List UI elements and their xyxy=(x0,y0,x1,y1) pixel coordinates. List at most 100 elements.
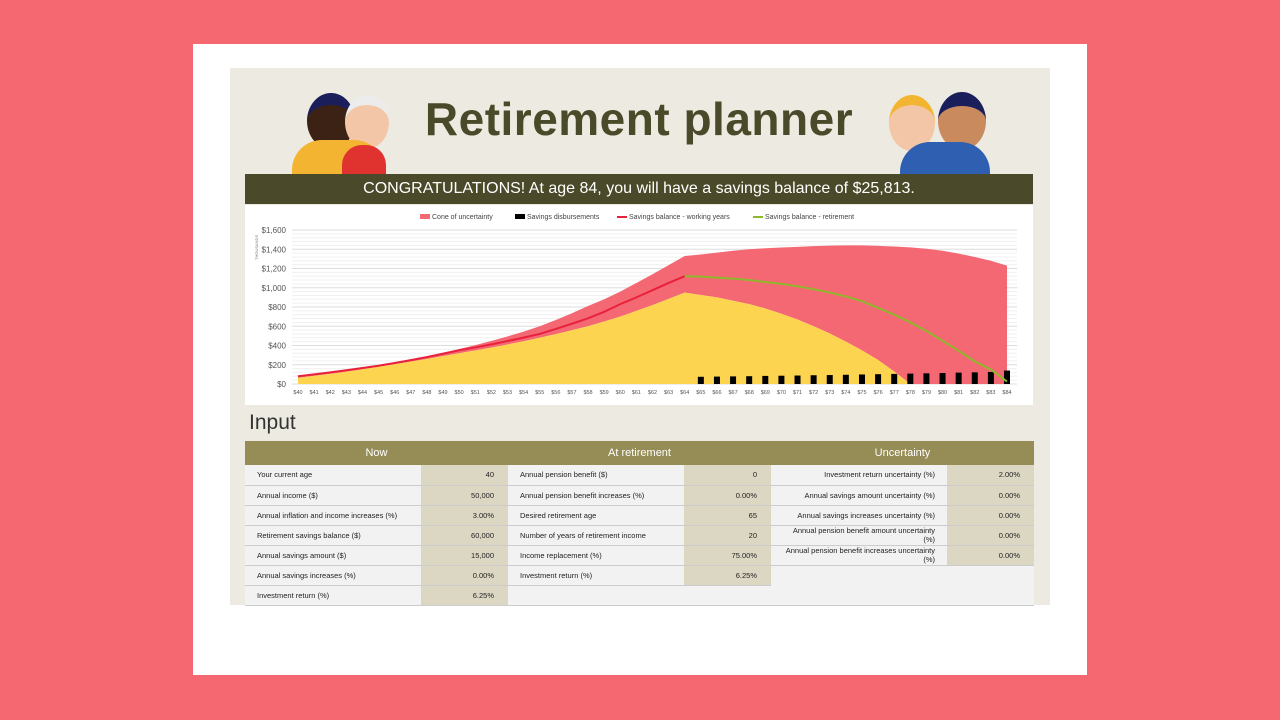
retirement-value-input[interactable]: 20 xyxy=(684,525,771,546)
disbursement-bar xyxy=(939,373,946,384)
y-tick-label: $1,600 xyxy=(262,226,287,235)
y-tick-label: $800 xyxy=(268,303,286,312)
input-heading: Input xyxy=(249,411,296,434)
disbursement-bar xyxy=(794,375,801,384)
x-tick-label: $68 xyxy=(745,390,754,396)
table-row: Your current age 40 Annual pension benefit… xyxy=(245,465,1034,486)
retirement-balance-line xyxy=(684,275,1008,383)
y-tick-label: $1,000 xyxy=(262,284,287,293)
legend-item: Cone of uncertainty xyxy=(432,214,493,221)
disbursement-bar xyxy=(730,376,737,384)
now-label: Annual inflation and income increases (%… xyxy=(245,505,421,526)
avatar-clothing xyxy=(900,142,990,174)
legend-swatch xyxy=(617,216,627,218)
now-value-input[interactable]: 3.00% xyxy=(421,505,508,526)
table-row: Investment return (%) 6.25% xyxy=(245,585,1034,606)
table-row: Retirement savings balance ($) 60,000 Numb… xyxy=(245,525,1034,546)
working-balance-line xyxy=(297,275,686,378)
uncertainty-value-input[interactable]: 0.00% xyxy=(947,525,1034,546)
legend-item: Savings balance - working years xyxy=(629,214,730,221)
now-label: Annual savings increases (%) xyxy=(245,565,421,586)
disbursement-bar xyxy=(907,373,914,384)
disbursement-bar xyxy=(971,372,978,384)
x-tick-label: $75 xyxy=(857,390,866,396)
uncertainty-label: Annual savings increases uncertainty (%) xyxy=(771,505,947,526)
avatar-person-4 xyxy=(938,92,986,150)
now-value-input[interactable]: 15,000 xyxy=(421,545,508,566)
savings-chart: $0 $200 $400 $600 $800 $1,000 $1,200 $1,400 $1,6… xyxy=(245,205,1033,405)
page-title: Retirement planner xyxy=(424,93,854,145)
x-tick-label: $61 xyxy=(632,390,641,396)
uncertainty-label: Annual pension benefit amount uncertaint… xyxy=(771,525,947,546)
header-now: Now xyxy=(245,441,508,465)
disbursement-bar xyxy=(697,376,704,384)
avatar-clothing xyxy=(342,145,386,174)
disbursement-bar xyxy=(778,375,785,384)
x-tick-label: $66 xyxy=(712,390,721,396)
x-tick-label: $41 xyxy=(310,390,319,396)
disbursement-bar xyxy=(762,375,769,384)
x-tick-label: $55 xyxy=(535,390,544,396)
x-tick-label: $84 xyxy=(1002,390,1011,396)
x-tick-label: $64 xyxy=(680,390,689,396)
table-row: Annual savings increases (%) 0.00% Investm… xyxy=(245,565,1034,606)
legend-swatch xyxy=(420,214,430,219)
now-label: Your current age xyxy=(245,465,421,486)
x-tick-label: $46 xyxy=(390,390,399,396)
avatar-person-3 xyxy=(889,95,935,151)
x-tick-label: $80 xyxy=(938,390,947,396)
uncertainty-value-input[interactable]: 2.00% xyxy=(947,465,1034,486)
uncertainty-label: Annual savings amount uncertainty (%) xyxy=(771,485,947,506)
x-tick-label: $49 xyxy=(438,390,447,396)
x-tick-label: $77 xyxy=(890,390,899,396)
now-value-input[interactable]: 40 xyxy=(421,465,508,486)
x-tick-label: $51 xyxy=(471,390,480,396)
x-tick-label: $57 xyxy=(567,390,576,396)
uncertainty-value-input[interactable]: 0.00% xyxy=(947,505,1034,526)
retirement-label: Number of years of retirement income xyxy=(508,525,684,546)
retirement-label: Desired retirement age xyxy=(508,505,684,526)
retirement-value-input[interactable]: 0 xyxy=(684,465,771,486)
x-tick-label: $42 xyxy=(326,390,335,396)
input-table: Now At retirement Uncertainty Your curre… xyxy=(245,441,1034,606)
x-tick-label: $43 xyxy=(342,390,351,396)
y-tick-label: $400 xyxy=(268,342,286,351)
retirement-value-input[interactable]: 65 xyxy=(684,505,771,526)
y-axis-label: THOUSANDS xyxy=(254,235,259,260)
disbursement-bar xyxy=(955,372,962,384)
x-tick-label: $52 xyxy=(487,390,496,396)
x-tick-label: $83 xyxy=(986,390,995,396)
x-tick-label: $70 xyxy=(777,390,786,396)
retirement-value-input[interactable]: 6.25% xyxy=(684,565,771,586)
legend-swatch xyxy=(515,214,525,219)
x-tick-label: $50 xyxy=(455,390,464,396)
legend-item: Savings disbursements xyxy=(527,214,600,221)
x-tick-label: $40 xyxy=(293,390,302,396)
x-tick-label: $58 xyxy=(583,390,592,396)
now-value-input[interactable]: 0.00% xyxy=(421,565,508,586)
retirement-value-input[interactable]: 75.00% xyxy=(684,545,771,566)
disbursement-bar xyxy=(746,376,753,384)
now-label: Investment return (%) xyxy=(245,585,421,606)
x-tick-label: $60 xyxy=(616,390,625,396)
y-tick-label: $200 xyxy=(268,361,286,370)
y-tick-label: $0 xyxy=(277,380,286,389)
now-value-input[interactable]: 60,000 xyxy=(421,525,508,546)
retirement-label: Investment return (%) xyxy=(508,565,684,586)
header-at-retirement: At retirement xyxy=(508,441,771,465)
now-value-input[interactable]: 6.25% xyxy=(421,585,508,606)
x-tick-label: $81 xyxy=(954,390,963,396)
uncertainty-value-input[interactable]: 0.00% xyxy=(947,545,1034,566)
x-tick-label: $48 xyxy=(422,390,431,396)
legend-item: Savings balance - retirement xyxy=(765,214,854,221)
chart-svg: $0 $200 $400 $600 $800 $1,000 $1,200 $1,400 $1,6… xyxy=(254,214,1017,396)
x-tick-label: $45 xyxy=(374,390,383,396)
now-value-input[interactable]: 50,000 xyxy=(421,485,508,506)
now-label: Retirement savings balance ($) xyxy=(245,525,421,546)
retirement-value-input[interactable]: 0.00% xyxy=(684,485,771,506)
x-tick-label: $71 xyxy=(793,390,802,396)
uncertainty-label: Investment return uncertainty (%) xyxy=(771,465,947,486)
uncertainty-value-input[interactable]: 0.00% xyxy=(947,485,1034,506)
retirement-label: Income replacement (%) xyxy=(508,545,684,566)
x-tick-label: $63 xyxy=(664,390,673,396)
